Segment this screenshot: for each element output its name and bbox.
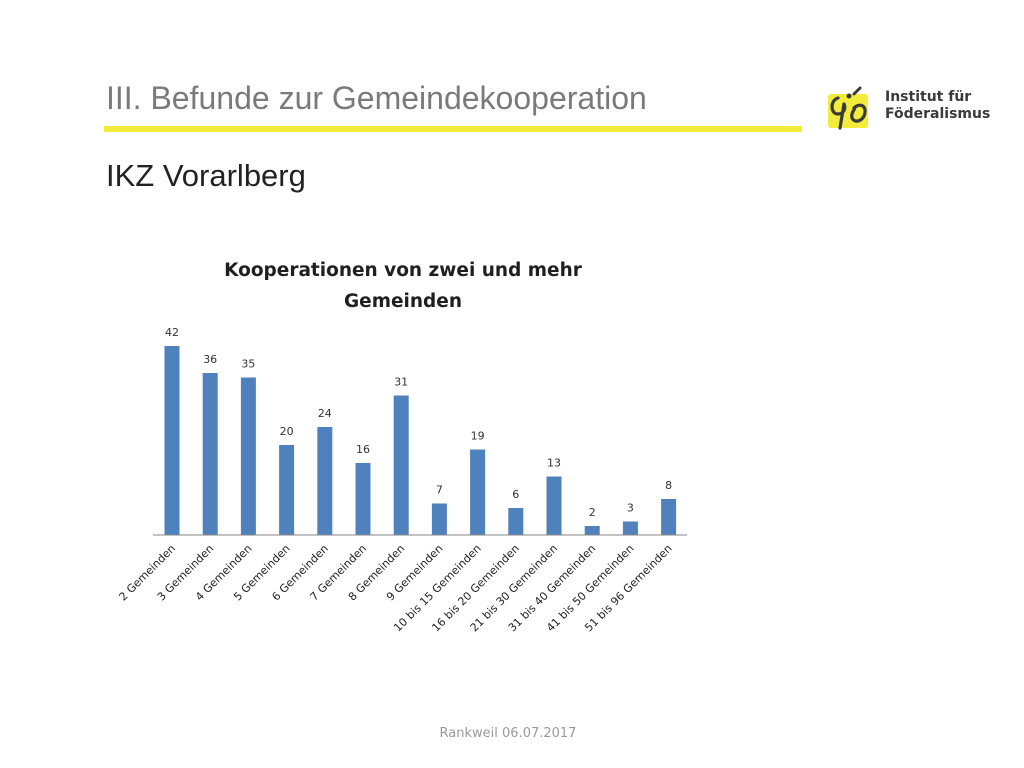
bar — [661, 499, 677, 535]
logo-text-line2: Föderalismus — [885, 106, 991, 122]
slide-subtitle: IKZ Vorarlberg — [106, 158, 306, 193]
bar — [240, 377, 256, 535]
data-label: 35 — [241, 358, 255, 371]
bar — [202, 373, 218, 535]
data-label: 6 — [512, 488, 519, 501]
data-label: 20 — [280, 425, 294, 438]
bar — [164, 346, 180, 535]
bar — [279, 445, 295, 535]
bar — [317, 427, 333, 535]
data-label: 31 — [394, 376, 408, 389]
bar — [508, 508, 524, 535]
data-label: 16 — [356, 443, 370, 456]
bar — [584, 526, 600, 535]
footer: Rankweil 06.07.2017 — [0, 726, 1024, 741]
logo-text: Institut für Föderalismus — [885, 89, 990, 123]
data-label: 36 — [203, 353, 217, 366]
bar — [393, 395, 409, 535]
data-label: 19 — [471, 430, 485, 443]
bar — [431, 503, 447, 535]
institute-logo: Institut für Föderalismus — [824, 84, 994, 140]
chart-title: Kooperationen von zwei und mehr Gemeinden — [224, 260, 583, 312]
data-label: 7 — [436, 484, 443, 497]
data-label: 2 — [589, 506, 596, 519]
data-label: 8 — [665, 479, 672, 492]
data-label: 24 — [318, 407, 332, 420]
title-underline — [104, 126, 802, 132]
footer-text: Rankweil 06.07.2017 — [439, 726, 577, 741]
logo-mark-icon — [828, 86, 868, 130]
data-label: 13 — [547, 457, 561, 470]
bar — [546, 476, 562, 535]
bar — [622, 521, 638, 535]
chart-title-line: Kooperationen von zwei und mehr — [224, 260, 583, 281]
logo-text-line1: Institut für — [885, 89, 972, 105]
bar — [470, 449, 486, 535]
bar — [355, 463, 371, 535]
chart-title-line: Gemeinden — [344, 291, 462, 312]
slide-title: III. Befunde zur Gemeindekooperation — [106, 80, 647, 116]
data-label: 3 — [627, 502, 634, 515]
data-label: 42 — [165, 326, 179, 339]
